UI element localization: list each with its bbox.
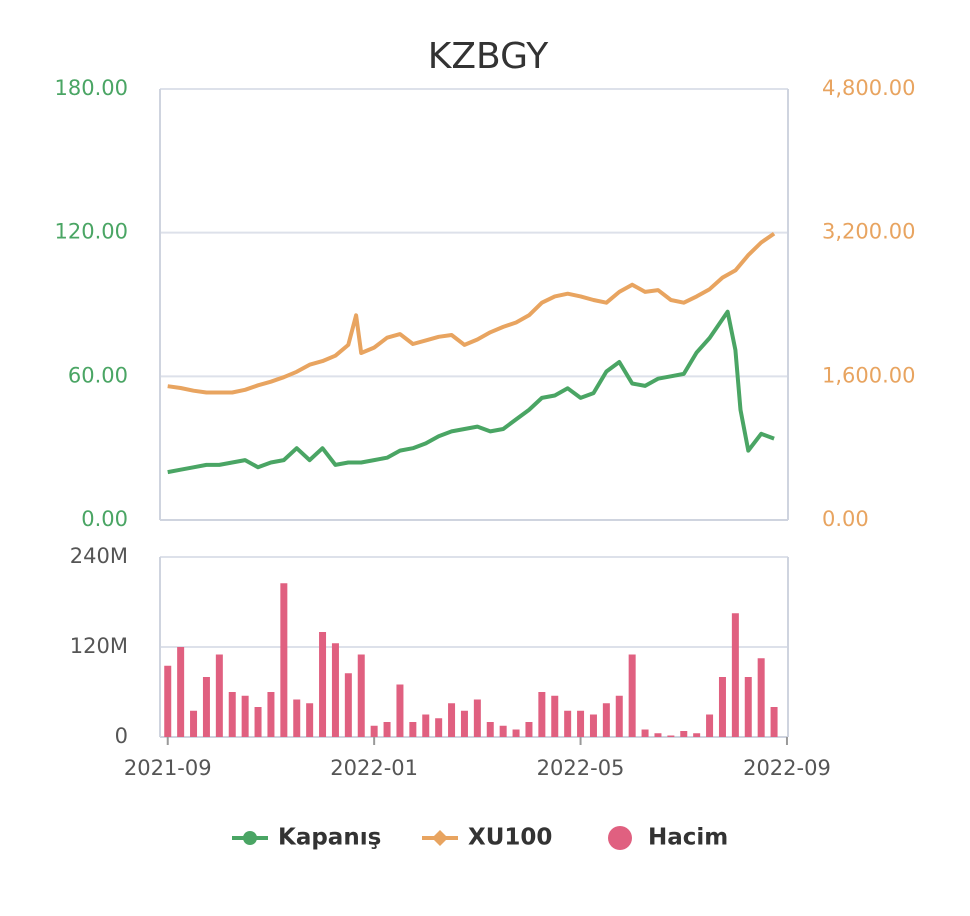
bar <box>228 692 236 737</box>
y-tick-label: 180.00 <box>55 76 128 100</box>
bar <box>202 677 210 737</box>
bar <box>331 643 339 737</box>
bar <box>654 733 662 737</box>
bar <box>564 710 572 737</box>
bar <box>254 707 262 737</box>
x-tick-label: 2022-01 <box>330 756 418 780</box>
bar <box>486 722 494 737</box>
bar <box>680 731 688 737</box>
bar <box>512 729 520 737</box>
bar <box>770 707 778 737</box>
bar <box>448 703 456 737</box>
y2-tick-label: 0.00 <box>822 507 869 531</box>
bar <box>718 677 726 737</box>
bar <box>190 710 198 737</box>
x-tick-label: 2022-09 <box>743 756 831 780</box>
bar <box>499 725 507 737</box>
bar <box>757 658 765 737</box>
x-tick-label: 2022-05 <box>537 756 625 780</box>
y-tick-label: 120M <box>70 634 128 658</box>
bar <box>319 632 327 737</box>
bar <box>293 699 301 737</box>
bar <box>370 725 378 737</box>
bar <box>538 692 546 737</box>
legend-marker <box>432 830 448 846</box>
y-tick-label: 0 <box>115 724 128 748</box>
y2-tick-label: 3,200.00 <box>822 220 916 244</box>
legend-label: XU100 <box>468 825 552 851</box>
bar <box>409 722 417 737</box>
bar <box>628 654 636 737</box>
bar <box>177 647 185 737</box>
legend-label: Hacim <box>648 825 728 851</box>
bar <box>280 583 288 737</box>
y-tick-label: 60.00 <box>68 363 128 387</box>
bar <box>435 718 443 737</box>
legend-marker <box>243 831 257 845</box>
bar <box>215 654 223 737</box>
bar <box>357 654 365 737</box>
bar <box>383 722 391 737</box>
bar <box>267 692 275 737</box>
bar <box>396 684 404 737</box>
line-series <box>167 309 775 475</box>
bar <box>706 714 714 737</box>
bar <box>731 613 739 737</box>
legend-label: Kapanış <box>278 825 381 851</box>
bar <box>615 695 623 737</box>
legend-marker <box>608 826 632 850</box>
bar <box>422 714 430 737</box>
bar <box>460 710 468 737</box>
bar <box>344 673 352 737</box>
bar <box>241 695 249 737</box>
bar <box>164 665 172 737</box>
y2-tick-label: 1,600.00 <box>822 363 916 387</box>
bar <box>525 722 533 737</box>
y-tick-label: 0.00 <box>81 507 128 531</box>
x-tick-label: 2021-09 <box>124 756 212 780</box>
bar <box>473 699 481 737</box>
chart-title: KZBGY <box>428 36 549 77</box>
line-series <box>167 231 776 395</box>
bar <box>551 695 559 737</box>
bar <box>589 714 597 737</box>
bar <box>577 710 585 737</box>
bar <box>744 677 752 737</box>
bar <box>641 729 649 737</box>
bar <box>693 733 701 737</box>
bar <box>667 735 675 737</box>
bar <box>306 703 314 737</box>
bar <box>602 703 610 737</box>
y-tick-label: 240M <box>70 544 128 568</box>
y-tick-label: 120.00 <box>55 220 128 244</box>
y2-tick-label: 4,800.00 <box>822 76 916 100</box>
